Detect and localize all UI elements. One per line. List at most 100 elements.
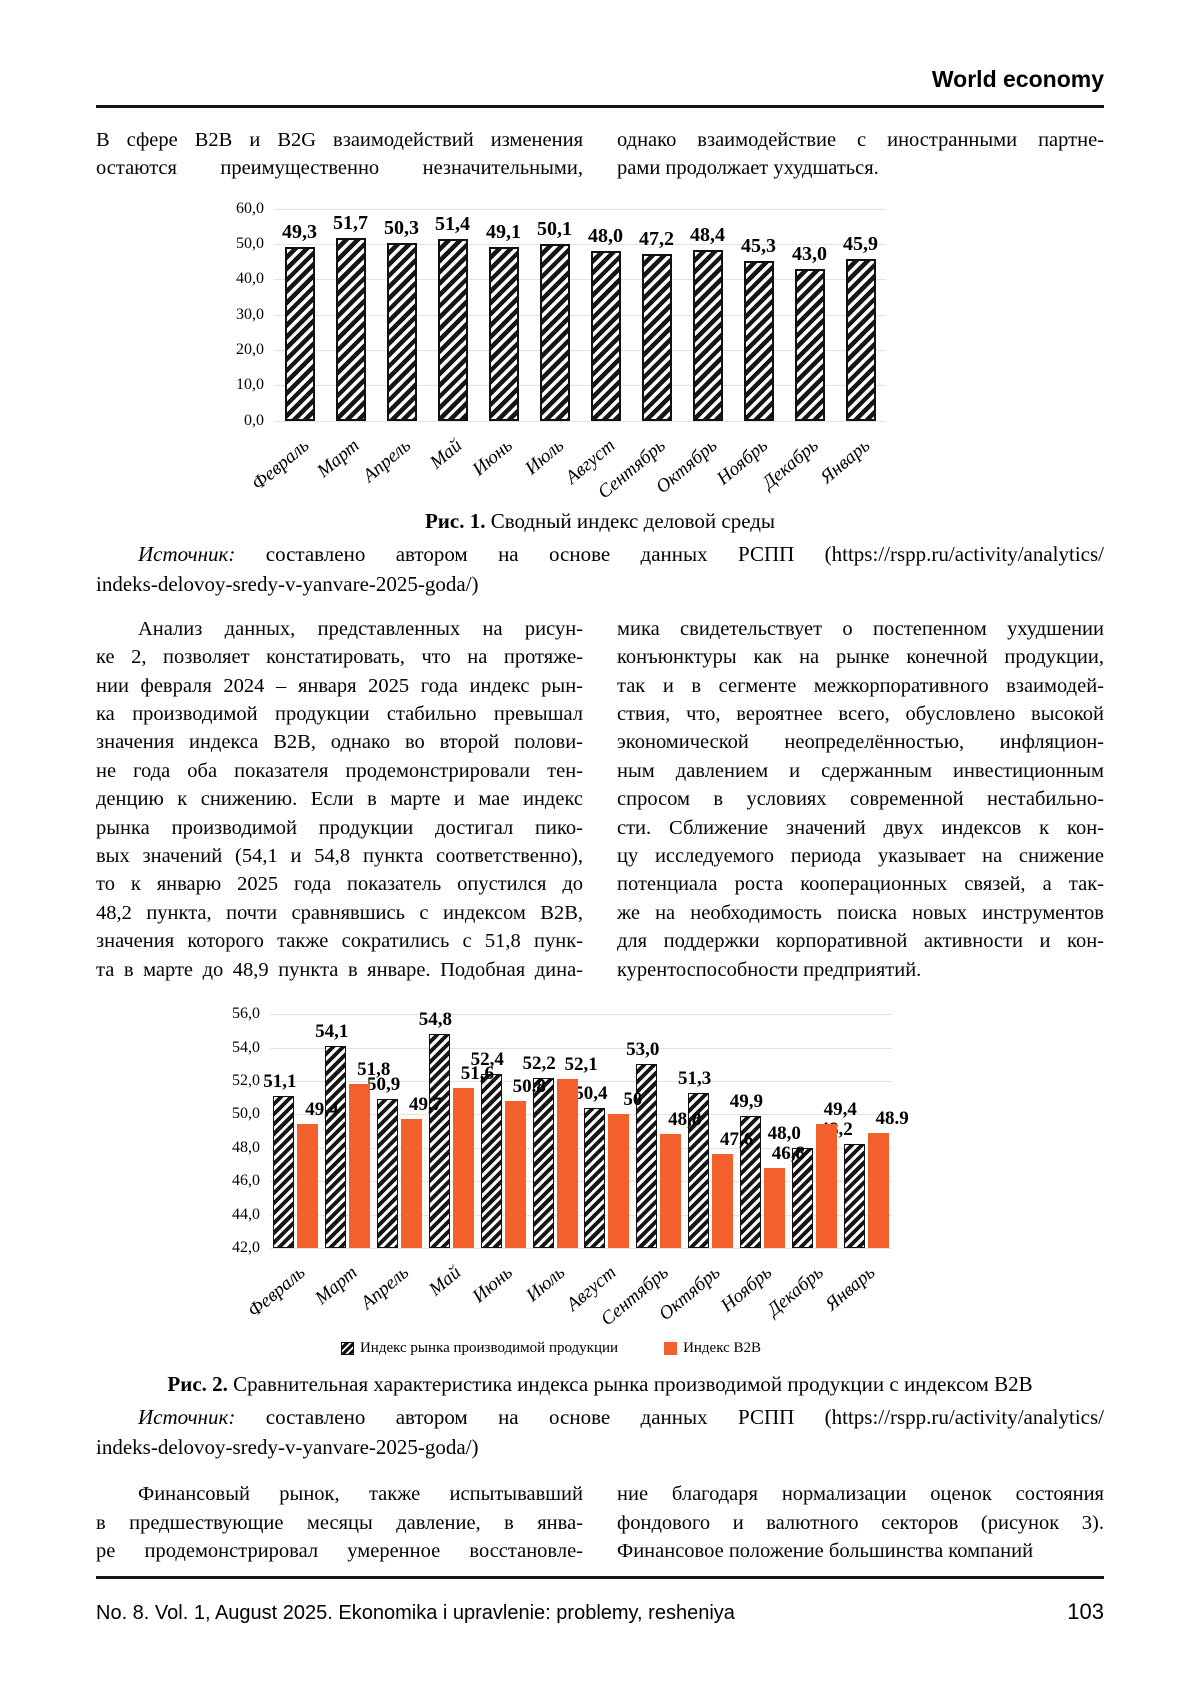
text-line: конъюнктуры как на рынке конечной продук… (617, 646, 1104, 669)
intro-right-column: однако взаимодействие с иностранными пар… (617, 126, 1104, 183)
x-axis-label: Декабрь (758, 434, 823, 494)
text-line: не года оба показателя продемонстрировал… (96, 759, 583, 782)
legend-swatch (340, 1342, 354, 1356)
y-axis-tick-label: 42,0 (232, 1239, 260, 1257)
bar-Октябрь-series1 (712, 1154, 734, 1249)
text-line: ке 2, позволяет констатировать, что на п… (96, 646, 583, 669)
bar-Август-series1 (608, 1114, 630, 1249)
text-line: денцию к снижению. Если в марте и мае ин… (96, 788, 583, 811)
source-label: Источник: (138, 1405, 236, 1430)
bar-Октябрь-series0 (688, 1092, 710, 1249)
x-axis-label: Март (310, 1262, 362, 1310)
body-right-column: мика свидетельствует о постепенном ухудш… (617, 615, 1104, 984)
figure1-bar-chart: 0,0 10,0 20,0 30,0 40,0 50,0 60,0 49,3 51,7 50,3 5… (214, 197, 914, 503)
legend-swatch (664, 1342, 678, 1356)
text-line: значения индекса B2B, однако во второй п… (96, 731, 583, 754)
figure2-source-line1: Источник: составлено автором на основе д… (96, 1402, 1104, 1432)
bar-value-label: 50,1 (537, 217, 572, 240)
bar-Июль-series1 (556, 1079, 578, 1249)
bar-value-label: 50,9 (366, 1074, 401, 1096)
y-axis-tick-label: 52,0 (232, 1071, 260, 1089)
bar-value-label: 45,3 (741, 234, 776, 257)
bar-value-label: 49,1 (486, 221, 521, 244)
x-axis-label: Февраль (247, 434, 313, 495)
bar-Декабрь-series1 (815, 1124, 837, 1249)
text-line: в предшествующие месяцы давление, в янва… (96, 1511, 583, 1534)
x-axis-label: Январь (821, 1262, 880, 1316)
bar-value-label: 46,8 (771, 1142, 806, 1164)
gridline (270, 1181, 892, 1183)
intro-paragraph: В сфере B2B и B2G взаимодействий изменен… (96, 126, 1104, 183)
text-line: фондового и валютного секторов (рисунок … (617, 1511, 1104, 1534)
text-line: Финансовый рынок, также испытывавший (138, 1483, 583, 1506)
x-axis-label: Июнь (468, 1262, 517, 1308)
bottom-left-column: Финансовый рынок, также испытывавший в пр… (96, 1480, 583, 1565)
figure2-source-line2: indeks-delovoy-sredy-v-yanvare-2025-goda… (96, 1435, 479, 1460)
bar-Апрель-series0 (377, 1099, 399, 1249)
text-line: ние благодаря нормализации оценок состоя… (617, 1483, 1104, 1506)
bar-value-label: 51,4 (435, 213, 470, 236)
bar-Август-series0 (590, 251, 621, 421)
bar-value-label: 51,3 (677, 1067, 712, 1089)
text-line: курентоспособности предприятий. (617, 958, 922, 981)
figure1-caption: Рис. 1. Сводный индекс деловой среды (96, 507, 1104, 535)
x-axis-label: Февраль (243, 1262, 310, 1322)
gridline (274, 420, 886, 422)
bar-Февраль-series0 (284, 246, 315, 421)
x-axis-label: Июль (521, 1262, 569, 1307)
figure1-source: Источник: составлено автором на основе д… (96, 539, 1104, 599)
text-line: рами продолжает ухудшаться. (617, 157, 879, 180)
x-axis-label: Декабрь (763, 1262, 828, 1321)
bar-Сентябрь-series0 (641, 254, 672, 421)
bar-Ноябрь-series0 (743, 260, 774, 421)
text-line: нии февраля 2024 – января 2025 года инде… (96, 674, 583, 697)
text-line: В сфере B2B и B2G взаимодействий изменен… (96, 129, 583, 151)
bar-value-label: 50,4 (574, 1082, 608, 1104)
text-line: рынка производимой продукции достигал пи… (96, 816, 583, 839)
y-axis-tick-label: 40,0 (236, 270, 264, 288)
running-head: World economy (931, 66, 1104, 92)
legend-label: Индекс B2B (683, 1340, 762, 1357)
text-line: спросом в условиях современной нестабиль… (617, 788, 1104, 811)
text-line: цу исследуемого периода указывает на сни… (617, 845, 1104, 868)
text-line: ка производимой продукции стабильно прев… (96, 703, 583, 726)
bar-value-label: 48,4 (690, 223, 725, 246)
figure1-source-line2: indeks-delovoy-sredy-v-yanvare-2025-goda… (96, 571, 479, 596)
figure1-caption-label: Рис. 1. (424, 508, 486, 533)
gridline (270, 1080, 892, 1082)
bar-value-label: 48,8 (668, 1109, 702, 1131)
gridline (270, 1248, 892, 1250)
bar-value-label: 49,9 (729, 1091, 764, 1113)
bar-value-label: 50.8 (512, 1076, 546, 1097)
bar-value-label: 52,1 (564, 1054, 598, 1076)
text-line: потенциала роста кооперационных связей, … (617, 873, 1104, 896)
x-axis-label: Январь (816, 434, 874, 488)
bar-Июль-series0 (532, 1077, 554, 1249)
text-line: же на необходимость поиска новых инструм… (617, 901, 1104, 924)
figure2-caption-label: Рис. 2. (167, 1372, 228, 1397)
y-axis-tick-label: 56,0 (232, 1005, 260, 1023)
bar-value-label: 51,8 (357, 1059, 391, 1081)
bar-Январь-series0 (843, 1144, 865, 1249)
x-axis-label: Июнь (468, 434, 517, 480)
gridline (270, 1114, 892, 1116)
text-line: ствия, что, вероятнее всего, обусловлено… (617, 703, 1104, 726)
source-text: составлено автором на основе данных РСПП… (265, 1405, 1105, 1430)
bar-value-label: 48,0 (767, 1122, 801, 1144)
y-axis-tick-label: 20,0 (236, 341, 264, 359)
bar-value-label: 54,8 (418, 1009, 453, 1031)
bar-value-label: 52,2 (522, 1052, 556, 1074)
bar-Май-series0 (437, 239, 468, 421)
bar-Февраль-series0 (273, 1095, 295, 1249)
bar-Октябрь-series0 (692, 249, 723, 421)
legend-item: Индекс B2B (664, 1340, 761, 1357)
bar-value-label: 49,3 (282, 220, 317, 243)
text-line: однако взаимодействие с иностранными пар… (617, 129, 1104, 151)
text-line: мика свидетельствует о постепенном ухудш… (617, 617, 1104, 640)
figure2-caption: Рис. 2. Сравнительная характеристика инд… (96, 1370, 1104, 1398)
body-left-column: Анализ данных, представленных на рисун-к… (96, 615, 583, 984)
bar-value-label: 51,6 (460, 1062, 495, 1084)
y-axis-tick-label: 10,0 (236, 376, 264, 394)
bar-Февраль-series1 (297, 1124, 319, 1249)
